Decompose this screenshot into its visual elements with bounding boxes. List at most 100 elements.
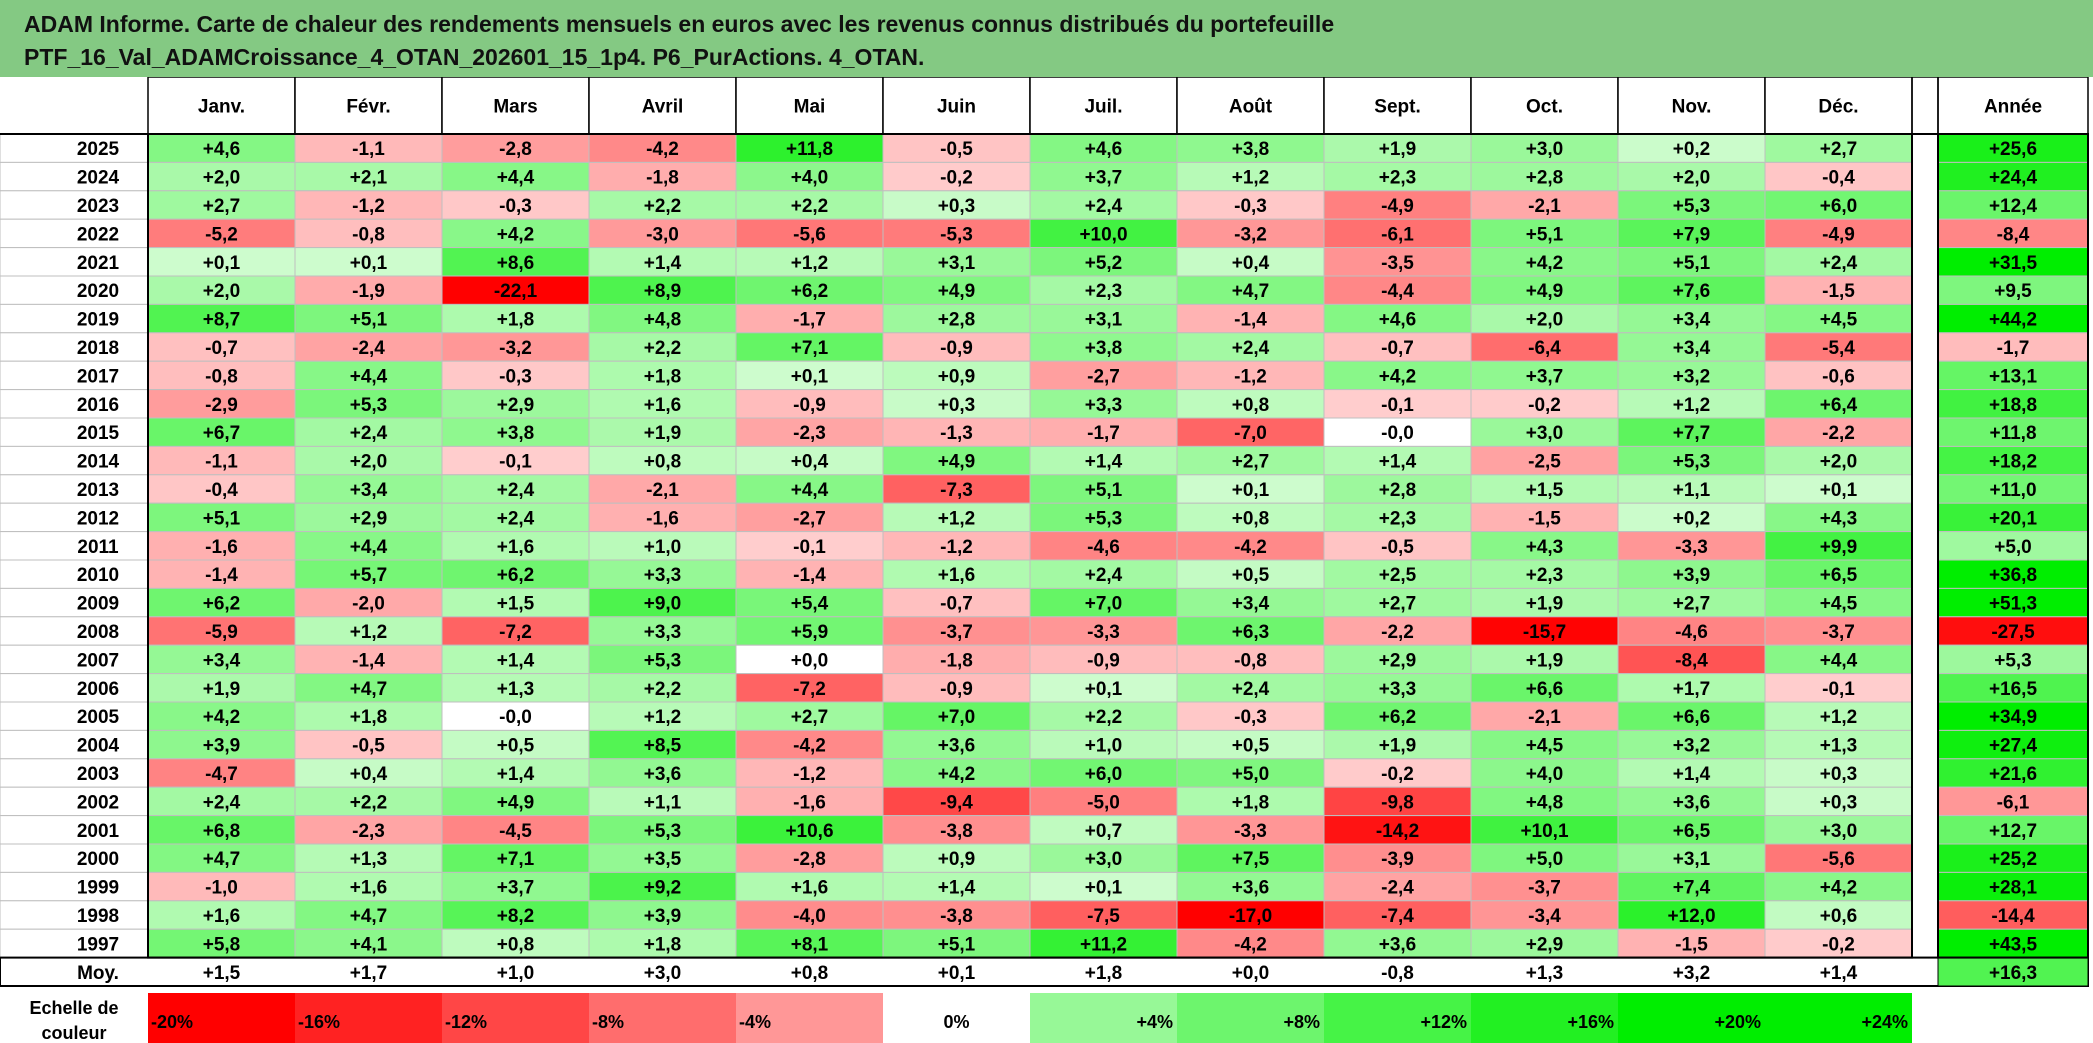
cell-value: +3,1 (1673, 849, 1711, 870)
annual-cell (1937, 218, 2089, 249)
cell-value: +5,1 (1673, 253, 1711, 274)
heatmap-cell (1323, 247, 1472, 277)
heatmap-cell (1470, 871, 1619, 902)
heatmap-cell (588, 247, 737, 277)
heatmap-cell (735, 389, 884, 419)
month-header: Juin (937, 97, 976, 118)
year-cell (0, 474, 149, 504)
heatmap-cell (1617, 871, 1766, 902)
cell-value: +1,4 (1085, 452, 1123, 473)
cell-value: -3,9 (1381, 849, 1414, 870)
annual-cell (1937, 303, 2089, 334)
heatmap-cell (588, 758, 737, 788)
heatmap-cell (1323, 332, 1472, 362)
cell-value: -2,9 (205, 395, 238, 416)
cell-value: -3,5 (1381, 253, 1414, 274)
cell-value: -4,2 (1234, 934, 1267, 955)
cell-value: -0,7 (205, 338, 238, 359)
cell-value: +2,7 (1820, 139, 1858, 160)
cell-value: +1,0 (644, 537, 682, 558)
heatmap-cell (735, 871, 884, 902)
cell-value: -2,7 (793, 508, 826, 529)
cell-value: -3,8 (940, 906, 973, 927)
cell-value: -0,5 (1381, 537, 1414, 558)
annual-value: +5,3 (1994, 650, 2032, 671)
cell-value: +12,0 (1667, 906, 1715, 927)
cell-value: -0,3 (1234, 196, 1267, 217)
cell-value: -3,3 (1675, 537, 1708, 558)
year-label: 2019 (77, 310, 119, 331)
cell-value: +4,6 (1379, 310, 1417, 331)
cell-value: +1,6 (791, 878, 829, 899)
cell-value: -0,1 (1822, 679, 1855, 700)
cell-value: +5,7 (350, 565, 388, 586)
year-label: 2023 (77, 196, 119, 217)
cell-value: +2,7 (1673, 594, 1711, 615)
year-label: 2025 (77, 139, 120, 160)
average-value: +0,0 (1232, 963, 1270, 984)
heatmap-cell (1176, 843, 1325, 873)
cell-value: -1,4 (793, 565, 826, 586)
cell-value: +0,8 (1232, 508, 1270, 529)
cell-value: +1,2 (644, 707, 682, 728)
cell-value: -0,3 (499, 366, 532, 387)
heatmap-cell (1617, 161, 1766, 192)
heatmap-cell (882, 673, 1031, 703)
year-cell (0, 786, 149, 817)
scale-swatch (295, 993, 442, 1043)
heatmap-cell (1764, 332, 1913, 362)
heatmap-cell (1029, 673, 1178, 703)
cell-value: +1,3 (1820, 736, 1858, 757)
cell-value: +6,2 (203, 594, 241, 615)
cell-value: +0,1 (1085, 679, 1123, 700)
cell-value: +2,8 (1379, 480, 1417, 501)
annual-value: +12,4 (1989, 196, 2038, 217)
cell-value: +11,8 (786, 139, 833, 160)
cell-value: -7,0 (1234, 423, 1267, 444)
cell-value: -5,4 (1822, 338, 1855, 359)
heatmap-cell (294, 928, 443, 959)
spacer-column (1911, 77, 1939, 959)
cell-value: +1,8 (644, 366, 682, 387)
cell-value: +2,3 (1379, 508, 1417, 529)
cell-value: -3,7 (940, 622, 973, 643)
month-header: Déc. (1818, 97, 1858, 118)
cell-value: -4,0 (793, 906, 826, 927)
heatmap-cell (147, 559, 296, 589)
average-annual-cell (1937, 957, 2089, 987)
scale-value: 0% (943, 1012, 969, 1032)
heatmap-cell (1323, 133, 1472, 163)
heatmap-cell (1029, 587, 1178, 618)
cell-value: +5,3 (644, 821, 682, 842)
cell-value: +4,2 (1379, 366, 1417, 387)
heatmap-cell (1764, 275, 1913, 305)
scale-value: +4% (1136, 1012, 1173, 1032)
cell-value: +2,9 (1379, 650, 1417, 671)
heatmap-cell (1764, 559, 1913, 589)
cell-value: +3,8 (1085, 338, 1123, 359)
cell-value: -3,7 (1528, 878, 1561, 899)
heatmap-cell (147, 445, 296, 476)
annual-cell (1937, 531, 2089, 561)
month-header: Août (1229, 97, 1273, 118)
heatmap-cell (588, 360, 737, 391)
cell-value: -0,9 (940, 338, 973, 359)
cell-value: +6,5 (1673, 821, 1711, 842)
cell-value: +3,1 (1085, 310, 1123, 331)
cell-value: +4,5 (1820, 594, 1858, 615)
cell-value: +10,1 (1520, 821, 1569, 842)
cell-value: +7,6 (1673, 281, 1711, 302)
heatmap-cell (441, 247, 590, 277)
heatmap-cell (1470, 474, 1619, 504)
annual-value: +36,8 (1989, 565, 2037, 586)
cell-value: +3,9 (1673, 565, 1711, 586)
cell-value: -0,7 (940, 594, 973, 615)
report-title: ADAM Informe. Carte de chaleur des rende… (0, 0, 2093, 77)
cell-value: -4,6 (1087, 537, 1120, 558)
heatmap-cell (441, 417, 590, 447)
heatmap-cell (1764, 303, 1913, 334)
cell-value: +5,2 (1085, 253, 1123, 274)
scale-value: -20% (151, 1012, 193, 1032)
cell-value: +1,6 (938, 565, 976, 586)
year-cell (0, 758, 149, 788)
